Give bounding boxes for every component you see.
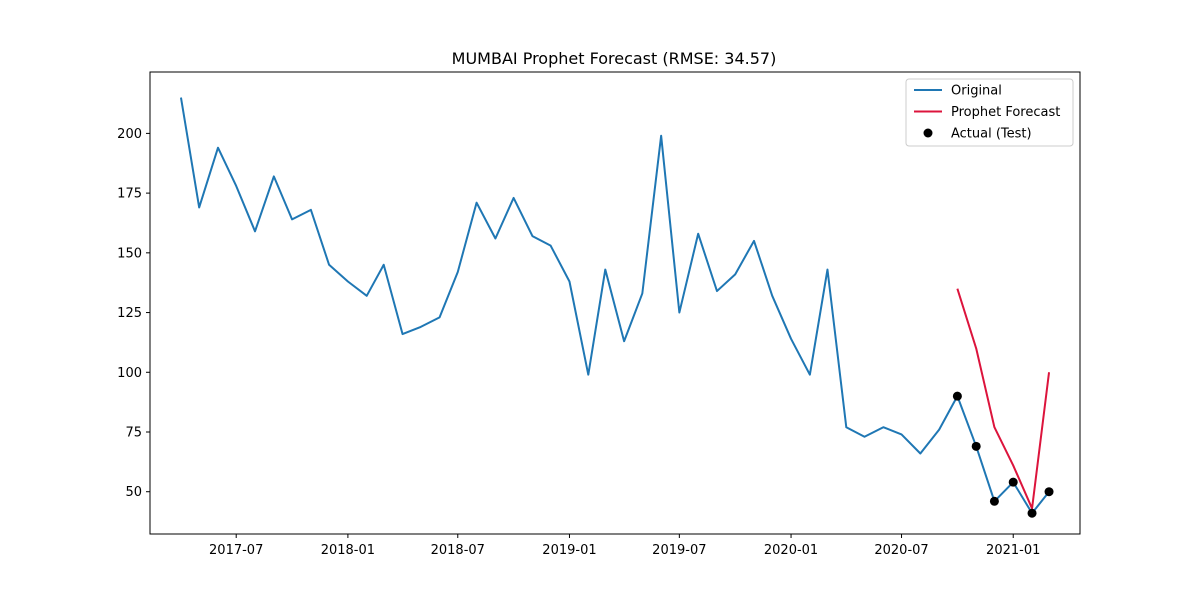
y-tick-label: 200 xyxy=(117,127,142,142)
prophet-forecast-line xyxy=(956,288,1051,510)
x-tick-label: 2019-07 xyxy=(652,543,706,558)
legend-actual-test-swatch xyxy=(923,128,933,138)
y-tick-label: 100 xyxy=(117,366,142,381)
actual-test-point xyxy=(1027,508,1037,518)
actual-test-point xyxy=(952,391,962,401)
x-tick-label: 2018-01 xyxy=(321,543,375,558)
legend-prophet-forecast-label: Prophet Forecast xyxy=(951,105,1060,120)
legend-box xyxy=(905,78,1074,147)
x-tick-label: 2020-01 xyxy=(764,543,818,558)
x-tick-label: 2019-01 xyxy=(542,543,596,558)
chart-title: MUMBAI Prophet Forecast (RMSE: 34.57) xyxy=(452,49,777,68)
y-axis: 50 75 100 125 150 175 200 xyxy=(117,127,150,500)
y-tick-label: 50 xyxy=(125,485,142,500)
actual-test-point xyxy=(971,441,981,451)
x-tick-label: 2018-07 xyxy=(431,543,485,558)
actual-test-point xyxy=(989,496,999,506)
plot-area xyxy=(179,97,1054,518)
y-tick-label: 150 xyxy=(117,246,142,261)
y-tick-label: 125 xyxy=(117,306,142,321)
legend: Original Prophet Forecast Actual (Test) xyxy=(905,78,1074,147)
actual-test-point xyxy=(1044,487,1054,497)
y-tick-label: 175 xyxy=(117,187,142,202)
actual-test-point xyxy=(1008,477,1018,487)
x-tick-label: 2021-01 xyxy=(986,543,1040,558)
legend-actual-test-label: Actual (Test) xyxy=(951,127,1032,142)
original-line xyxy=(179,97,1050,515)
x-tick-label: 2020-07 xyxy=(874,543,928,558)
y-tick-label: 75 xyxy=(125,425,142,440)
legend-original-label: Original xyxy=(951,84,1002,99)
x-tick-label: 2017-07 xyxy=(209,543,263,558)
x-axis: 2017-07 2018-01 2018-07 2019-01 2019-07 2020-… xyxy=(209,534,1040,558)
axes-frame xyxy=(149,71,1081,535)
